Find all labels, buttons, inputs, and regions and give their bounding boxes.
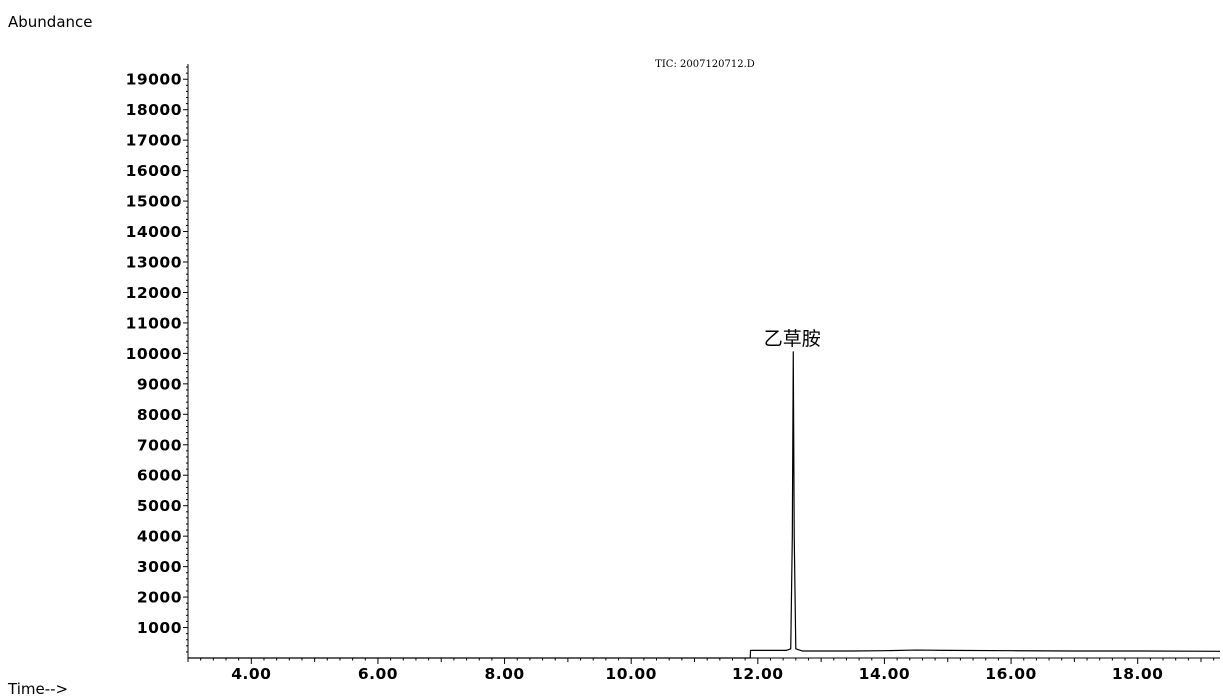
x-axis-ticks: 4.00 6.00 8.00 10.00 12.00 14.00 16.00 18.00 xyxy=(231,658,1163,683)
y-tick-label: 9000 xyxy=(137,375,182,393)
y-tick-label: 1000 xyxy=(137,619,182,637)
y-tick-label: 12000 xyxy=(126,284,182,302)
y-axis-title: Abundance xyxy=(8,13,93,31)
y-tick-label: 16000 xyxy=(126,162,182,180)
chart-title: TIC: 2007120712.D xyxy=(655,59,755,70)
y-axis-ticks: 1000 2000 3000 4000 5000 6000 7000 8000 9000 1000… xyxy=(126,71,188,637)
y-tick-label: 10000 xyxy=(126,345,182,363)
y-tick-label: 15000 xyxy=(126,193,182,211)
y-tick-label: 11000 xyxy=(126,314,182,332)
peak-annotation: 乙草胺 xyxy=(764,328,821,350)
y-tick-label: 14000 xyxy=(126,223,182,241)
y-tick-label: 13000 xyxy=(126,254,182,272)
annotation-layer: 乙草胺 xyxy=(764,328,821,350)
x-tick-label: 4.00 xyxy=(231,665,271,683)
tic-trace-line xyxy=(188,351,1221,659)
y-tick-label: 8000 xyxy=(137,406,182,424)
x-tick-label: 10.00 xyxy=(605,665,657,683)
y-tick-label: 2000 xyxy=(137,589,182,607)
y-tick-label: 17000 xyxy=(126,132,182,150)
y-tick-label: 19000 xyxy=(126,71,182,89)
y-tick-label: 6000 xyxy=(137,467,182,485)
x-tick-label: 16.00 xyxy=(985,665,1037,683)
y-tick-label: 5000 xyxy=(137,497,182,515)
x-tick-label: 14.00 xyxy=(859,665,911,683)
x-tick-label: 18.00 xyxy=(1112,665,1164,683)
y-tick-label: 4000 xyxy=(137,528,182,546)
y-tick-label: 3000 xyxy=(137,558,182,576)
x-tick-label: 6.00 xyxy=(358,665,398,683)
y-tick-label: 7000 xyxy=(137,436,182,454)
x-tick-label: 12.00 xyxy=(732,665,784,683)
y-tick-label: 18000 xyxy=(126,101,182,119)
x-tick-label: 8.00 xyxy=(484,665,524,683)
y-minor-ticks xyxy=(186,66,188,653)
x-axis-title: Time--> xyxy=(7,680,68,698)
series-layer xyxy=(188,351,1221,659)
